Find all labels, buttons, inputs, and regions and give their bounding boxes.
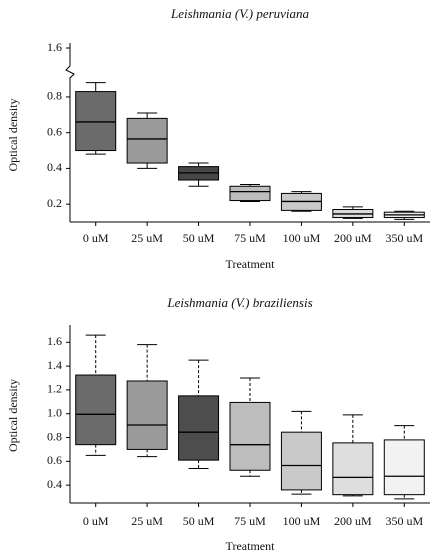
x-tick-label: 100 uM [283, 514, 321, 528]
box [332, 442, 374, 496]
x-tick-label: 200 uM [334, 231, 372, 245]
x-tick-label: 50 uM [183, 514, 215, 528]
chart-title: Leishmania (V.) braziliensis [166, 295, 312, 310]
y-axis-label: Optical density [6, 379, 20, 452]
y-tick-label: 1.6 [47, 40, 62, 54]
x-tick-label: 25 uM [131, 514, 163, 528]
y-tick-label: 0.4 [47, 160, 62, 174]
x-tick-label: 0 uM [83, 231, 109, 245]
box [126, 380, 168, 450]
box [229, 185, 271, 202]
box [178, 395, 220, 461]
y-tick-label: 0.2 [47, 196, 62, 210]
chart-title: Leishmania (V.) peruviana [170, 6, 310, 21]
y-tick-label: 1.6 [47, 334, 62, 348]
box [75, 91, 117, 152]
x-tick-label: 75 uM [234, 514, 266, 528]
box [75, 374, 117, 446]
y-axis [65, 43, 75, 222]
y-axis-label: Optical density [6, 99, 20, 172]
x-axis-label: Treatment [226, 539, 276, 553]
box [229, 401, 271, 471]
x-tick-label: 25 uM [131, 231, 163, 245]
box [280, 431, 322, 491]
box [383, 439, 425, 496]
y-tick-label: 0.8 [47, 429, 62, 443]
y-tick-label: 0.6 [47, 124, 62, 138]
x-tick-label: 75 uM [234, 231, 266, 245]
x-tick-label: 0 uM [83, 514, 109, 528]
x-tick-label: 200 uM [334, 514, 372, 528]
x-tick-label: 50 uM [183, 231, 215, 245]
y-tick-label: 1.4 [47, 358, 62, 372]
x-tick-label: 350 uM [385, 231, 423, 245]
y-tick-label: 0.6 [47, 453, 62, 467]
y-tick-label: 1.0 [47, 405, 62, 419]
x-tick-label: 350 uM [385, 514, 423, 528]
x-tick-label: 100 uM [283, 231, 321, 245]
y-tick-label: 0.4 [47, 477, 62, 491]
box [126, 117, 168, 164]
y-tick-label: 0.8 [47, 89, 62, 103]
y-tick-label: 1.2 [47, 382, 62, 396]
x-axis-label: Treatment [226, 257, 276, 271]
